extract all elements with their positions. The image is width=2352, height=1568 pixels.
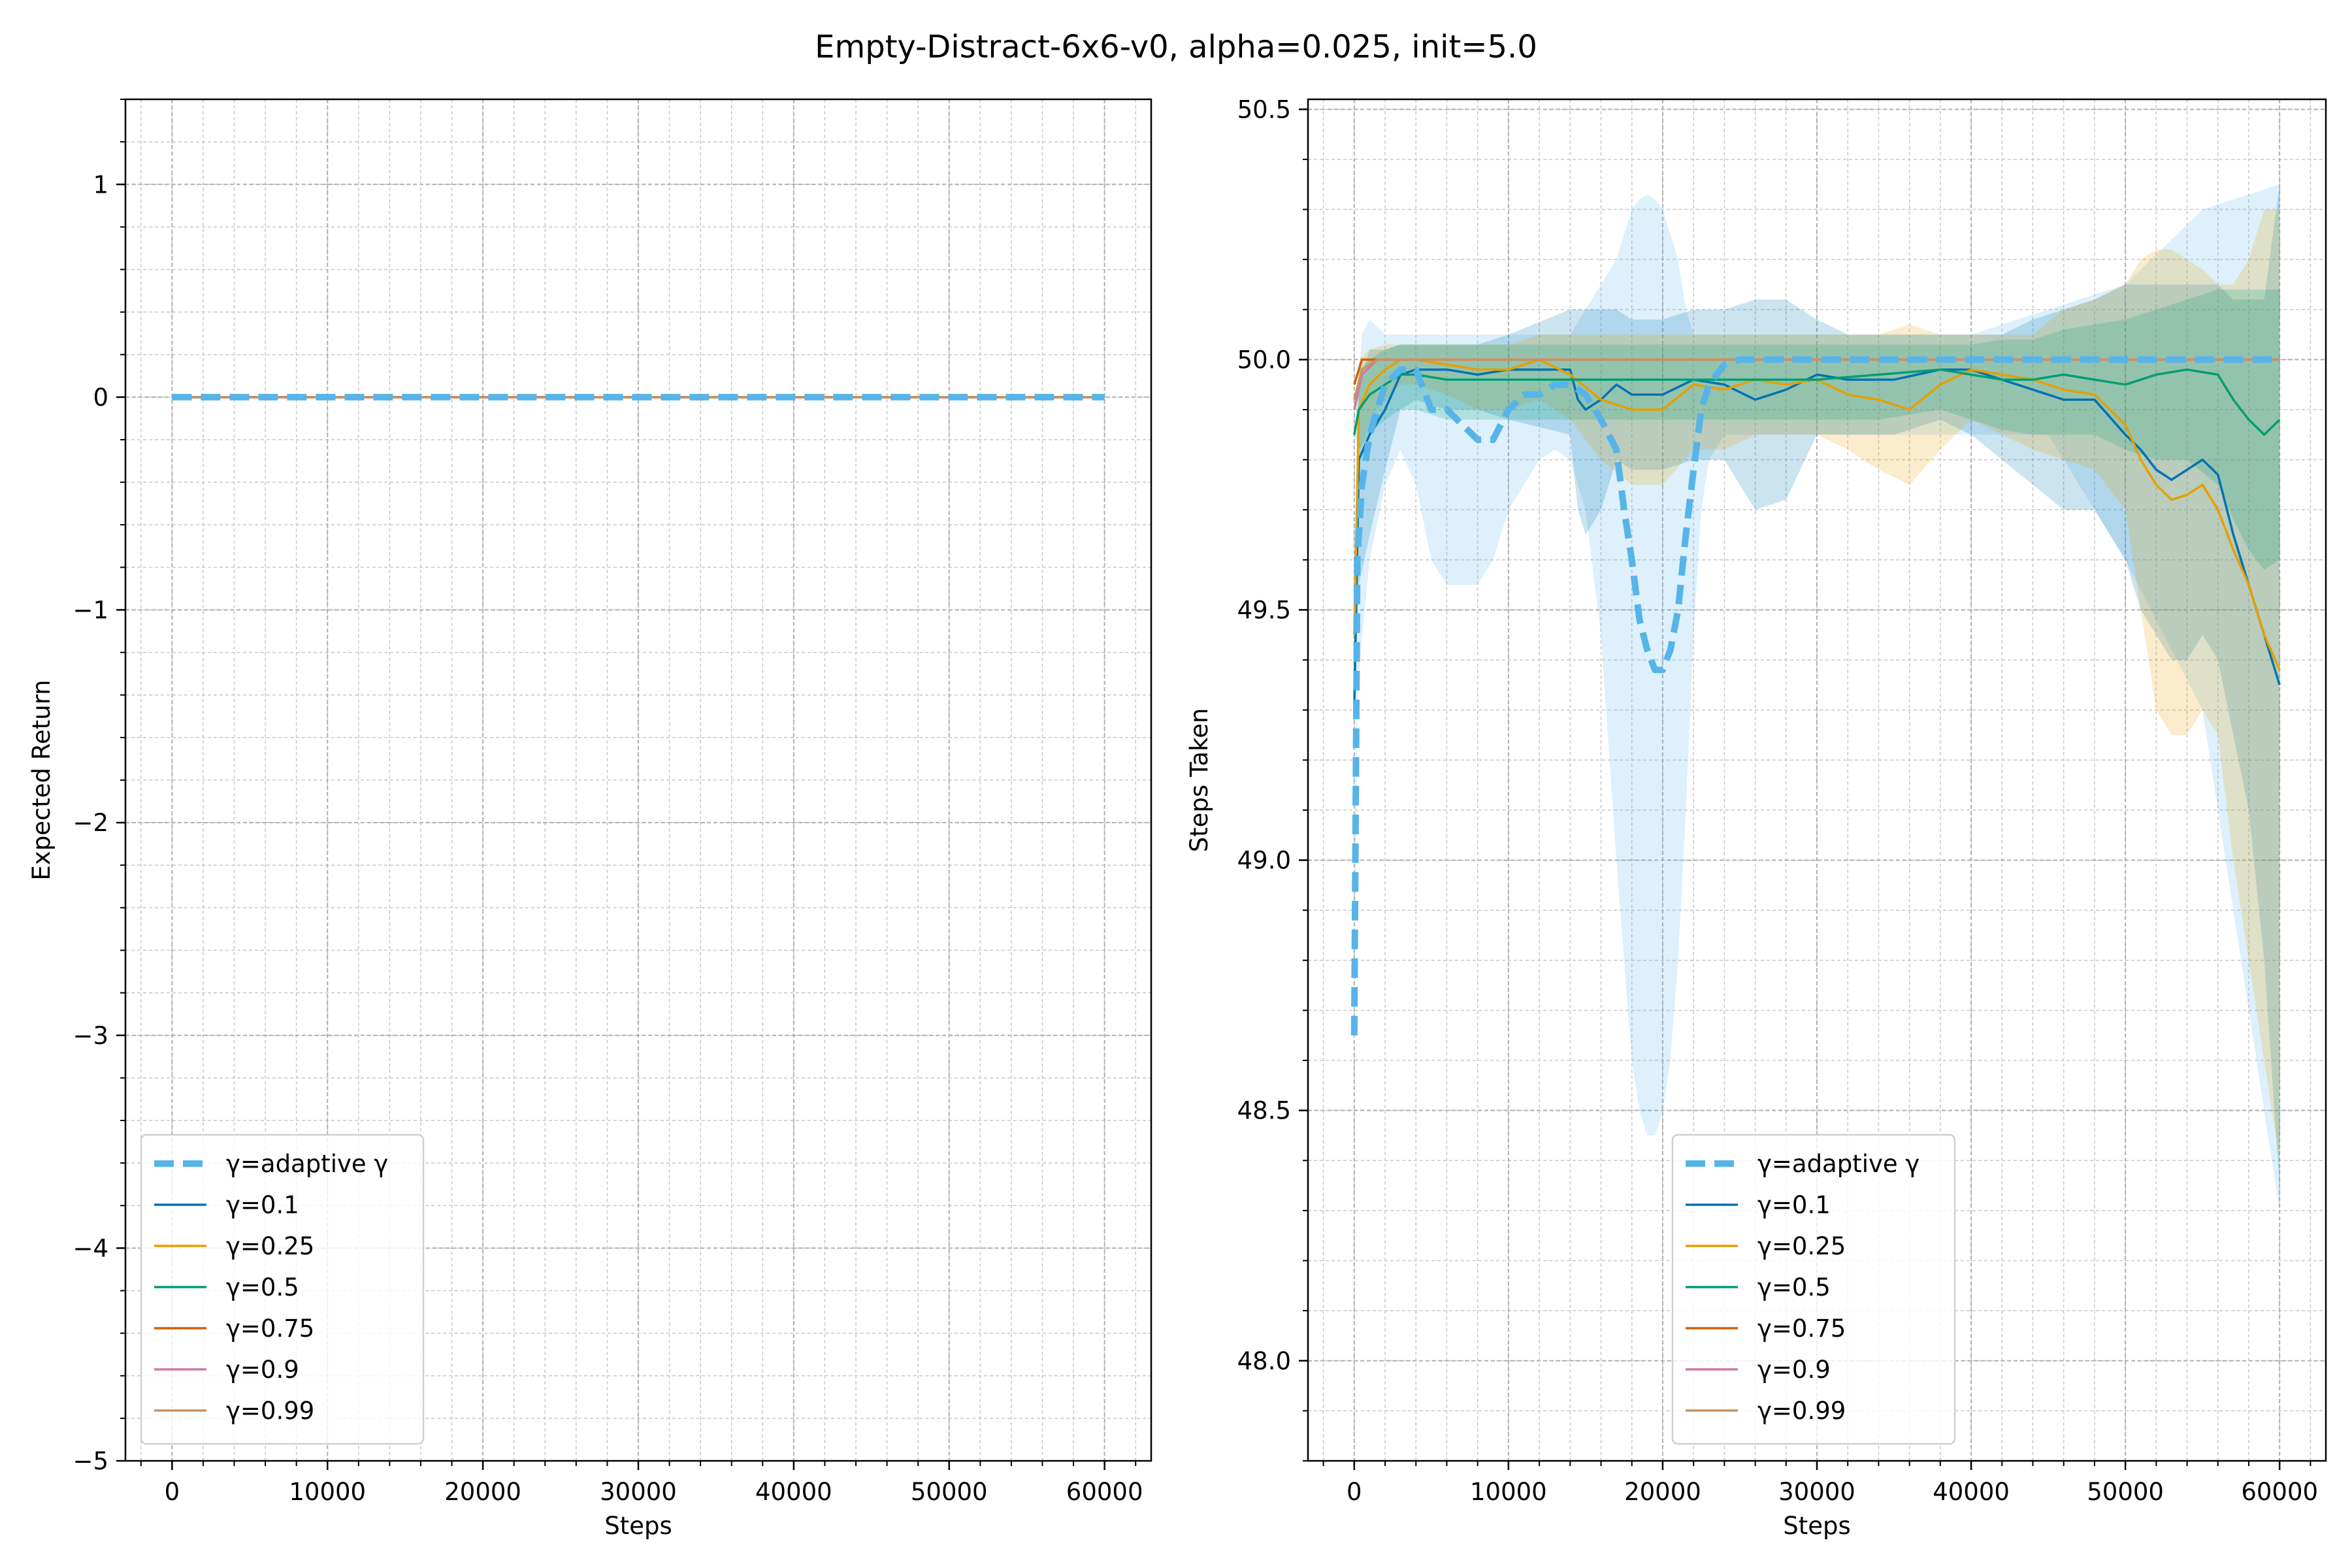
chart-0-legend-label-2: γ=0.25 — [226, 1232, 314, 1260]
chart-1-xtick-label: 20000 — [1624, 1478, 1701, 1506]
chart-1-legend-label-6: γ=0.99 — [1757, 1397, 1846, 1425]
chart-1-y-axis-label: Steps Taken — [1185, 708, 1213, 853]
chart-1-ytick-label: 50.5 — [1237, 95, 1291, 123]
chart-1-ytick-label: 49.5 — [1237, 596, 1291, 625]
chart-0-ytick-label: 1 — [93, 171, 108, 199]
right-chart-panel: 0 10000 20000 30000 40000 50000 60000 48.0 48.5 4… — [1185, 95, 2327, 1540]
chart-0-legend-label-1: γ=0.1 — [226, 1191, 299, 1219]
chart-0-xtick-label: 30000 — [600, 1478, 677, 1506]
left-chart-panel: 0 10000 20000 30000 40000 50000 60000 −5 −4 −3 −2 −… — [27, 98, 1152, 1540]
chart-0-xtick-label: 10000 — [289, 1478, 366, 1506]
chart-1-xtick-label: 0 — [1347, 1478, 1362, 1506]
chart-1-xtick-label: 30000 — [1778, 1478, 1855, 1506]
chart-1-band-0 — [1354, 184, 2280, 1211]
chart-0-legend-box — [140, 1134, 425, 1445]
chart-0-legend-label-6: γ=0.99 — [226, 1397, 314, 1425]
chart-0-xtick-label: 0 — [165, 1478, 180, 1506]
chart-1-xtick-label: 50000 — [2087, 1478, 2164, 1506]
chart-0-ytick-label: −4 — [73, 1234, 108, 1262]
chart-0-legend: γ=adaptive γ γ=0.1 γ=0.25 γ=0.5 γ=0.75 γ=0.9 γ… — [140, 1134, 425, 1445]
chart-1-ytick-label: 48.0 — [1237, 1347, 1291, 1375]
chart-0-legend-label-4: γ=0.75 — [226, 1315, 314, 1343]
chart-0-legend-label-0: γ=adaptive γ — [226, 1150, 388, 1178]
chart-0-xtick-label: 50000 — [911, 1478, 988, 1506]
chart-1-legend-label-0: γ=adaptive γ — [1757, 1150, 1919, 1178]
chart-0-xtick-label: 40000 — [755, 1478, 832, 1506]
chart-0-legend-label-3: γ=0.5 — [226, 1273, 299, 1301]
chart-1-xtick-label: 40000 — [1933, 1478, 2010, 1506]
chart-0-ytick-label: −2 — [73, 809, 108, 837]
chart-0-ytick-label: 0 — [93, 384, 108, 412]
chart-0-ytick-label: −3 — [73, 1022, 108, 1050]
chart-1-series-line-3 — [1353, 368, 2281, 436]
chart-0-xtick-label: 20000 — [444, 1478, 521, 1506]
chart-1-xtick-label: 60000 — [2241, 1478, 2318, 1506]
chart-1-band-1 — [1354, 184, 2280, 1186]
chart-0-xtick-label: 60000 — [1066, 1478, 1143, 1506]
chart-1-series-line-6 — [1353, 358, 2280, 400]
chart-1-legend-label-3: γ=0.5 — [1757, 1273, 1831, 1301]
chart-1-legend-label-1: γ=0.1 — [1757, 1191, 1831, 1219]
chart-1-ytick-label: 48.5 — [1237, 1097, 1291, 1125]
chart-0-ytick-label: −5 — [73, 1447, 108, 1475]
chart-1-band-2 — [1354, 209, 2280, 1161]
chart-1-legend-label-5: γ=0.9 — [1757, 1356, 1831, 1384]
chart-1-xtick-label: 10000 — [1470, 1478, 1547, 1506]
chart-1-plot-area — [1350, 184, 2281, 1211]
chart-1-legend-box — [1671, 1134, 1956, 1445]
chart-0-ytick-label: −1 — [73, 596, 108, 625]
figure-title: Empty-Distract-6x6-v0, alpha=0.025, init… — [815, 29, 1537, 65]
chart-1-ytick-label: 50.0 — [1237, 346, 1291, 374]
chart-1-series-line-2 — [1353, 358, 2281, 671]
chart-0-legend-label-5: γ=0.9 — [226, 1356, 299, 1384]
chart-1-legend: γ=adaptive γ γ=0.1 γ=0.25 γ=0.5 γ=0.75 γ=0.9 γ… — [1671, 1134, 1956, 1445]
chart-0-y-axis-label: Expected Return — [27, 679, 56, 880]
chart-1-ytick-label: 49.0 — [1237, 847, 1291, 875]
chart-1-legend-label-4: γ=0.75 — [1757, 1315, 1846, 1343]
chart-0-x-axis-label: Steps — [604, 1512, 672, 1540]
chart-1-x-axis-label: Steps — [1783, 1512, 1851, 1540]
chart-1-series-line-0 — [1350, 356, 2280, 1036]
chart-1-legend-label-2: γ=0.25 — [1757, 1232, 1846, 1260]
